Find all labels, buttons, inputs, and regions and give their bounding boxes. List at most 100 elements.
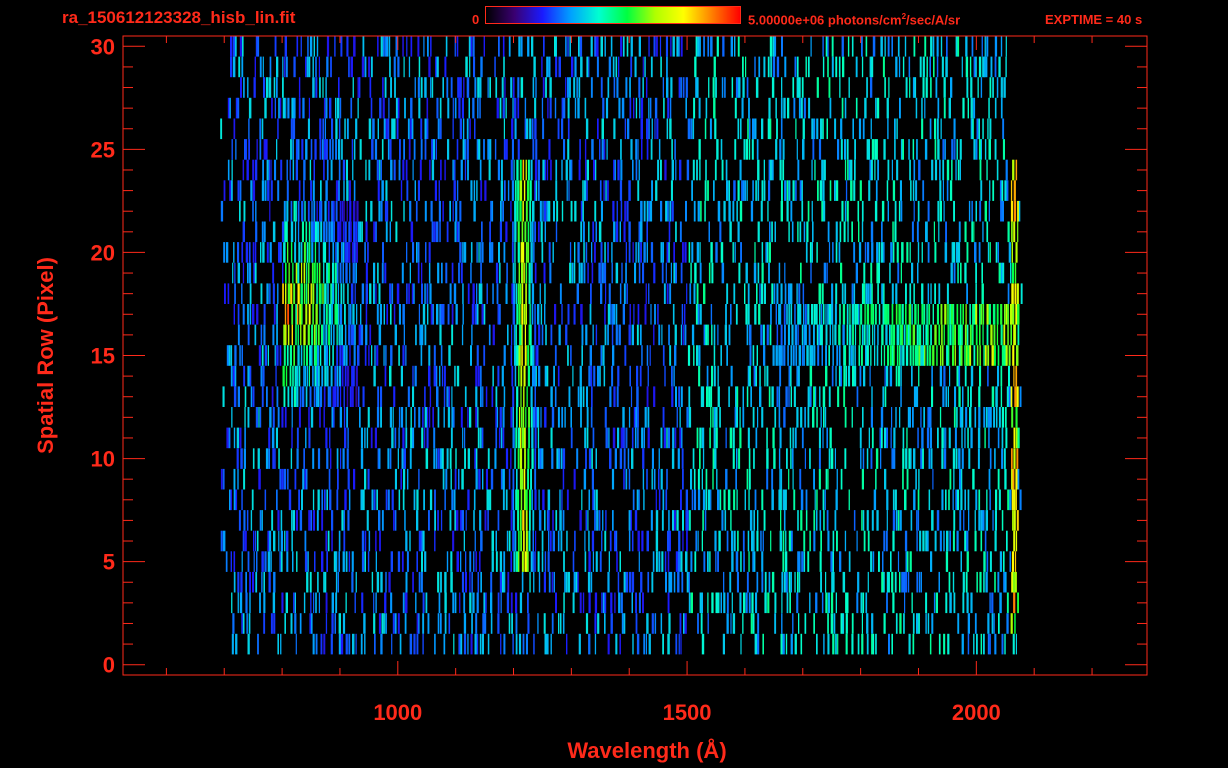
heatmap-cell [311,242,314,263]
heatmap-cell [643,633,646,655]
heatmap-cell [346,448,349,469]
heatmap-cell [760,283,764,304]
heatmap-cell [416,551,418,572]
heatmap-cell [409,262,411,284]
heatmap-cell [457,77,459,98]
heatmap-cell [245,139,248,160]
heatmap-cell [515,489,518,511]
heatmap-cell [690,468,693,490]
heatmap-cell [485,468,488,490]
heatmap-cell [377,36,379,57]
heatmap-cell [239,427,242,449]
heatmap-cell [487,139,490,160]
heatmap-cell [886,365,889,387]
heatmap-cell [508,530,511,552]
heatmap-cell [566,530,568,552]
heatmap-cell [640,118,643,140]
heatmap-cell [529,571,531,593]
heatmap-cell [690,592,693,614]
heatmap-cell [807,551,810,572]
heatmap-cell [237,571,240,593]
heatmap-cell [987,118,989,140]
heatmap-cell [276,489,278,511]
heatmap-cell [811,200,813,222]
heatmap-cell [945,489,947,511]
heatmap-cell [926,221,928,243]
heatmap-cell [283,468,287,490]
heatmap-cell [310,510,312,531]
heatmap-cell [997,468,1000,490]
heatmap-cell [331,592,334,614]
heatmap-cell [263,571,265,593]
heatmap-cell [936,345,938,366]
heatmap-cell [411,118,414,140]
heatmap-cell [312,77,315,98]
heatmap-cell [551,448,554,469]
heatmap-cell [338,118,341,140]
heatmap-cell [505,283,508,304]
colorbar [485,6,741,24]
heatmap-cell [392,613,395,634]
heatmap-cell [417,77,420,98]
heatmap-cell [714,159,717,181]
heatmap-cell [863,283,866,304]
heatmap-cell [252,448,255,469]
heatmap-cell [538,448,540,469]
heatmap-cell [823,510,825,531]
heatmap-cell [605,283,607,304]
heatmap-cell [792,427,794,449]
heatmap-cell [649,345,651,366]
heatmap-cell [510,407,513,428]
heatmap-cell [670,262,672,284]
heatmap-cell [522,510,525,531]
heatmap-cell [927,283,930,304]
heatmap-cell [584,530,586,552]
heatmap-cell [970,97,973,119]
heatmap-cell [592,221,595,243]
heatmap-cell [988,468,991,490]
heatmap-cell [505,97,507,119]
heatmap-cell [680,77,682,98]
heatmap-cell [243,77,245,98]
heatmap-cell [283,324,286,346]
heatmap-cell [955,489,958,511]
heatmap-cell [542,118,545,140]
heatmap-cell [302,468,305,490]
heatmap-cell [315,324,318,346]
heatmap-cell [492,324,495,346]
heatmap-cell [625,468,628,490]
heatmap-cell [574,56,577,78]
heatmap-cell [787,324,790,346]
heatmap-cell [540,304,543,325]
heatmap-cell [686,571,689,593]
heatmap-cell [984,200,987,222]
heatmap-cell [888,571,890,593]
heatmap-cell [293,56,296,78]
heatmap-cell [1013,180,1016,201]
heatmap-cell [442,77,444,98]
heatmap-cell [791,448,794,469]
heatmap-cell [526,118,529,140]
heatmap-cell [748,139,751,160]
heatmap-cell [841,97,844,119]
heatmap-cell [748,468,751,490]
heatmap-cell [433,427,436,449]
heatmap-cell [424,283,426,304]
heatmap-cell [677,448,680,469]
heatmap-cell [834,510,837,531]
heatmap-cell [491,242,494,263]
heatmap-cell [918,365,920,387]
heatmap-cell [309,36,313,57]
heatmap-cell [783,571,786,593]
heatmap-cell [819,386,821,407]
heatmap-cell [320,283,322,304]
heatmap-cell [736,386,739,407]
y-tick-label: 5 [103,550,115,575]
heatmap-cell [417,262,420,284]
heatmap-cell [512,468,515,490]
heatmap-cell [872,304,874,325]
heatmap-cell [638,262,641,284]
heatmap-cell [796,56,799,78]
heatmap-cell [541,324,544,346]
heatmap-cell [842,56,845,78]
